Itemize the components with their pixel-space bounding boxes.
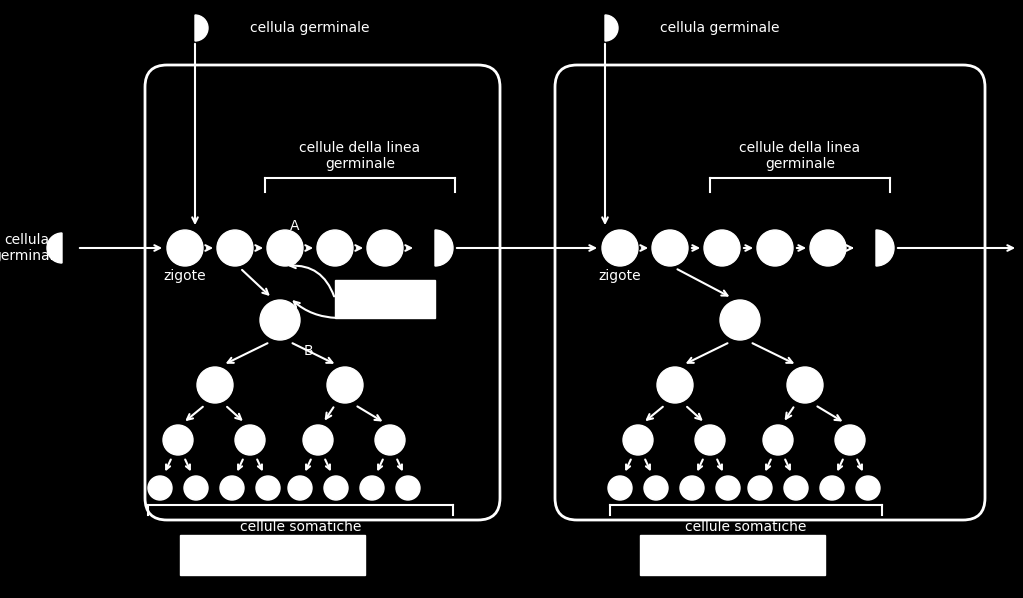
Text: cellula germinale: cellula germinale: [660, 21, 780, 35]
Text: cellule somatiche: cellule somatiche: [685, 520, 807, 534]
Circle shape: [256, 476, 280, 500]
Text: zigote: zigote: [598, 269, 641, 283]
Circle shape: [856, 476, 880, 500]
Wedge shape: [195, 15, 208, 41]
Circle shape: [652, 230, 688, 266]
Text: zigote: zigote: [164, 269, 207, 283]
Circle shape: [623, 425, 653, 455]
Wedge shape: [47, 233, 62, 263]
Circle shape: [720, 300, 760, 340]
Circle shape: [784, 476, 808, 500]
Circle shape: [367, 230, 403, 266]
Text: cellula germinale: cellula germinale: [250, 21, 369, 35]
Circle shape: [220, 476, 244, 500]
Circle shape: [602, 230, 638, 266]
Circle shape: [217, 230, 253, 266]
Circle shape: [317, 230, 353, 266]
Circle shape: [704, 230, 740, 266]
Text: A: A: [290, 219, 300, 233]
Circle shape: [324, 476, 348, 500]
Circle shape: [184, 476, 208, 500]
Text: cellula
germinale: cellula germinale: [0, 233, 62, 263]
Wedge shape: [435, 230, 453, 266]
Wedge shape: [876, 230, 894, 266]
Circle shape: [644, 476, 668, 500]
Circle shape: [235, 425, 265, 455]
Text: B: B: [304, 344, 314, 358]
Circle shape: [820, 476, 844, 500]
Circle shape: [148, 476, 172, 500]
Circle shape: [608, 476, 632, 500]
Circle shape: [288, 476, 312, 500]
Circle shape: [657, 367, 693, 403]
Circle shape: [680, 476, 704, 500]
Circle shape: [260, 300, 300, 340]
Text: cellule somatiche: cellule somatiche: [239, 520, 361, 534]
Bar: [640, 535, 825, 575]
Circle shape: [327, 367, 363, 403]
Circle shape: [810, 230, 846, 266]
Circle shape: [716, 476, 740, 500]
Circle shape: [695, 425, 725, 455]
Circle shape: [757, 230, 793, 266]
Text: cellule della linea
germinale: cellule della linea germinale: [300, 141, 420, 171]
Bar: [335, 280, 435, 318]
Circle shape: [267, 230, 303, 266]
Text: cellule della linea
germinale: cellule della linea germinale: [740, 141, 860, 171]
Bar: [180, 535, 365, 575]
Circle shape: [787, 367, 822, 403]
Wedge shape: [605, 15, 618, 41]
Circle shape: [163, 425, 193, 455]
Circle shape: [375, 425, 405, 455]
Circle shape: [303, 425, 333, 455]
Circle shape: [748, 476, 772, 500]
Circle shape: [360, 476, 384, 500]
Circle shape: [167, 230, 203, 266]
Circle shape: [835, 425, 865, 455]
Circle shape: [396, 476, 420, 500]
Circle shape: [197, 367, 233, 403]
Circle shape: [763, 425, 793, 455]
